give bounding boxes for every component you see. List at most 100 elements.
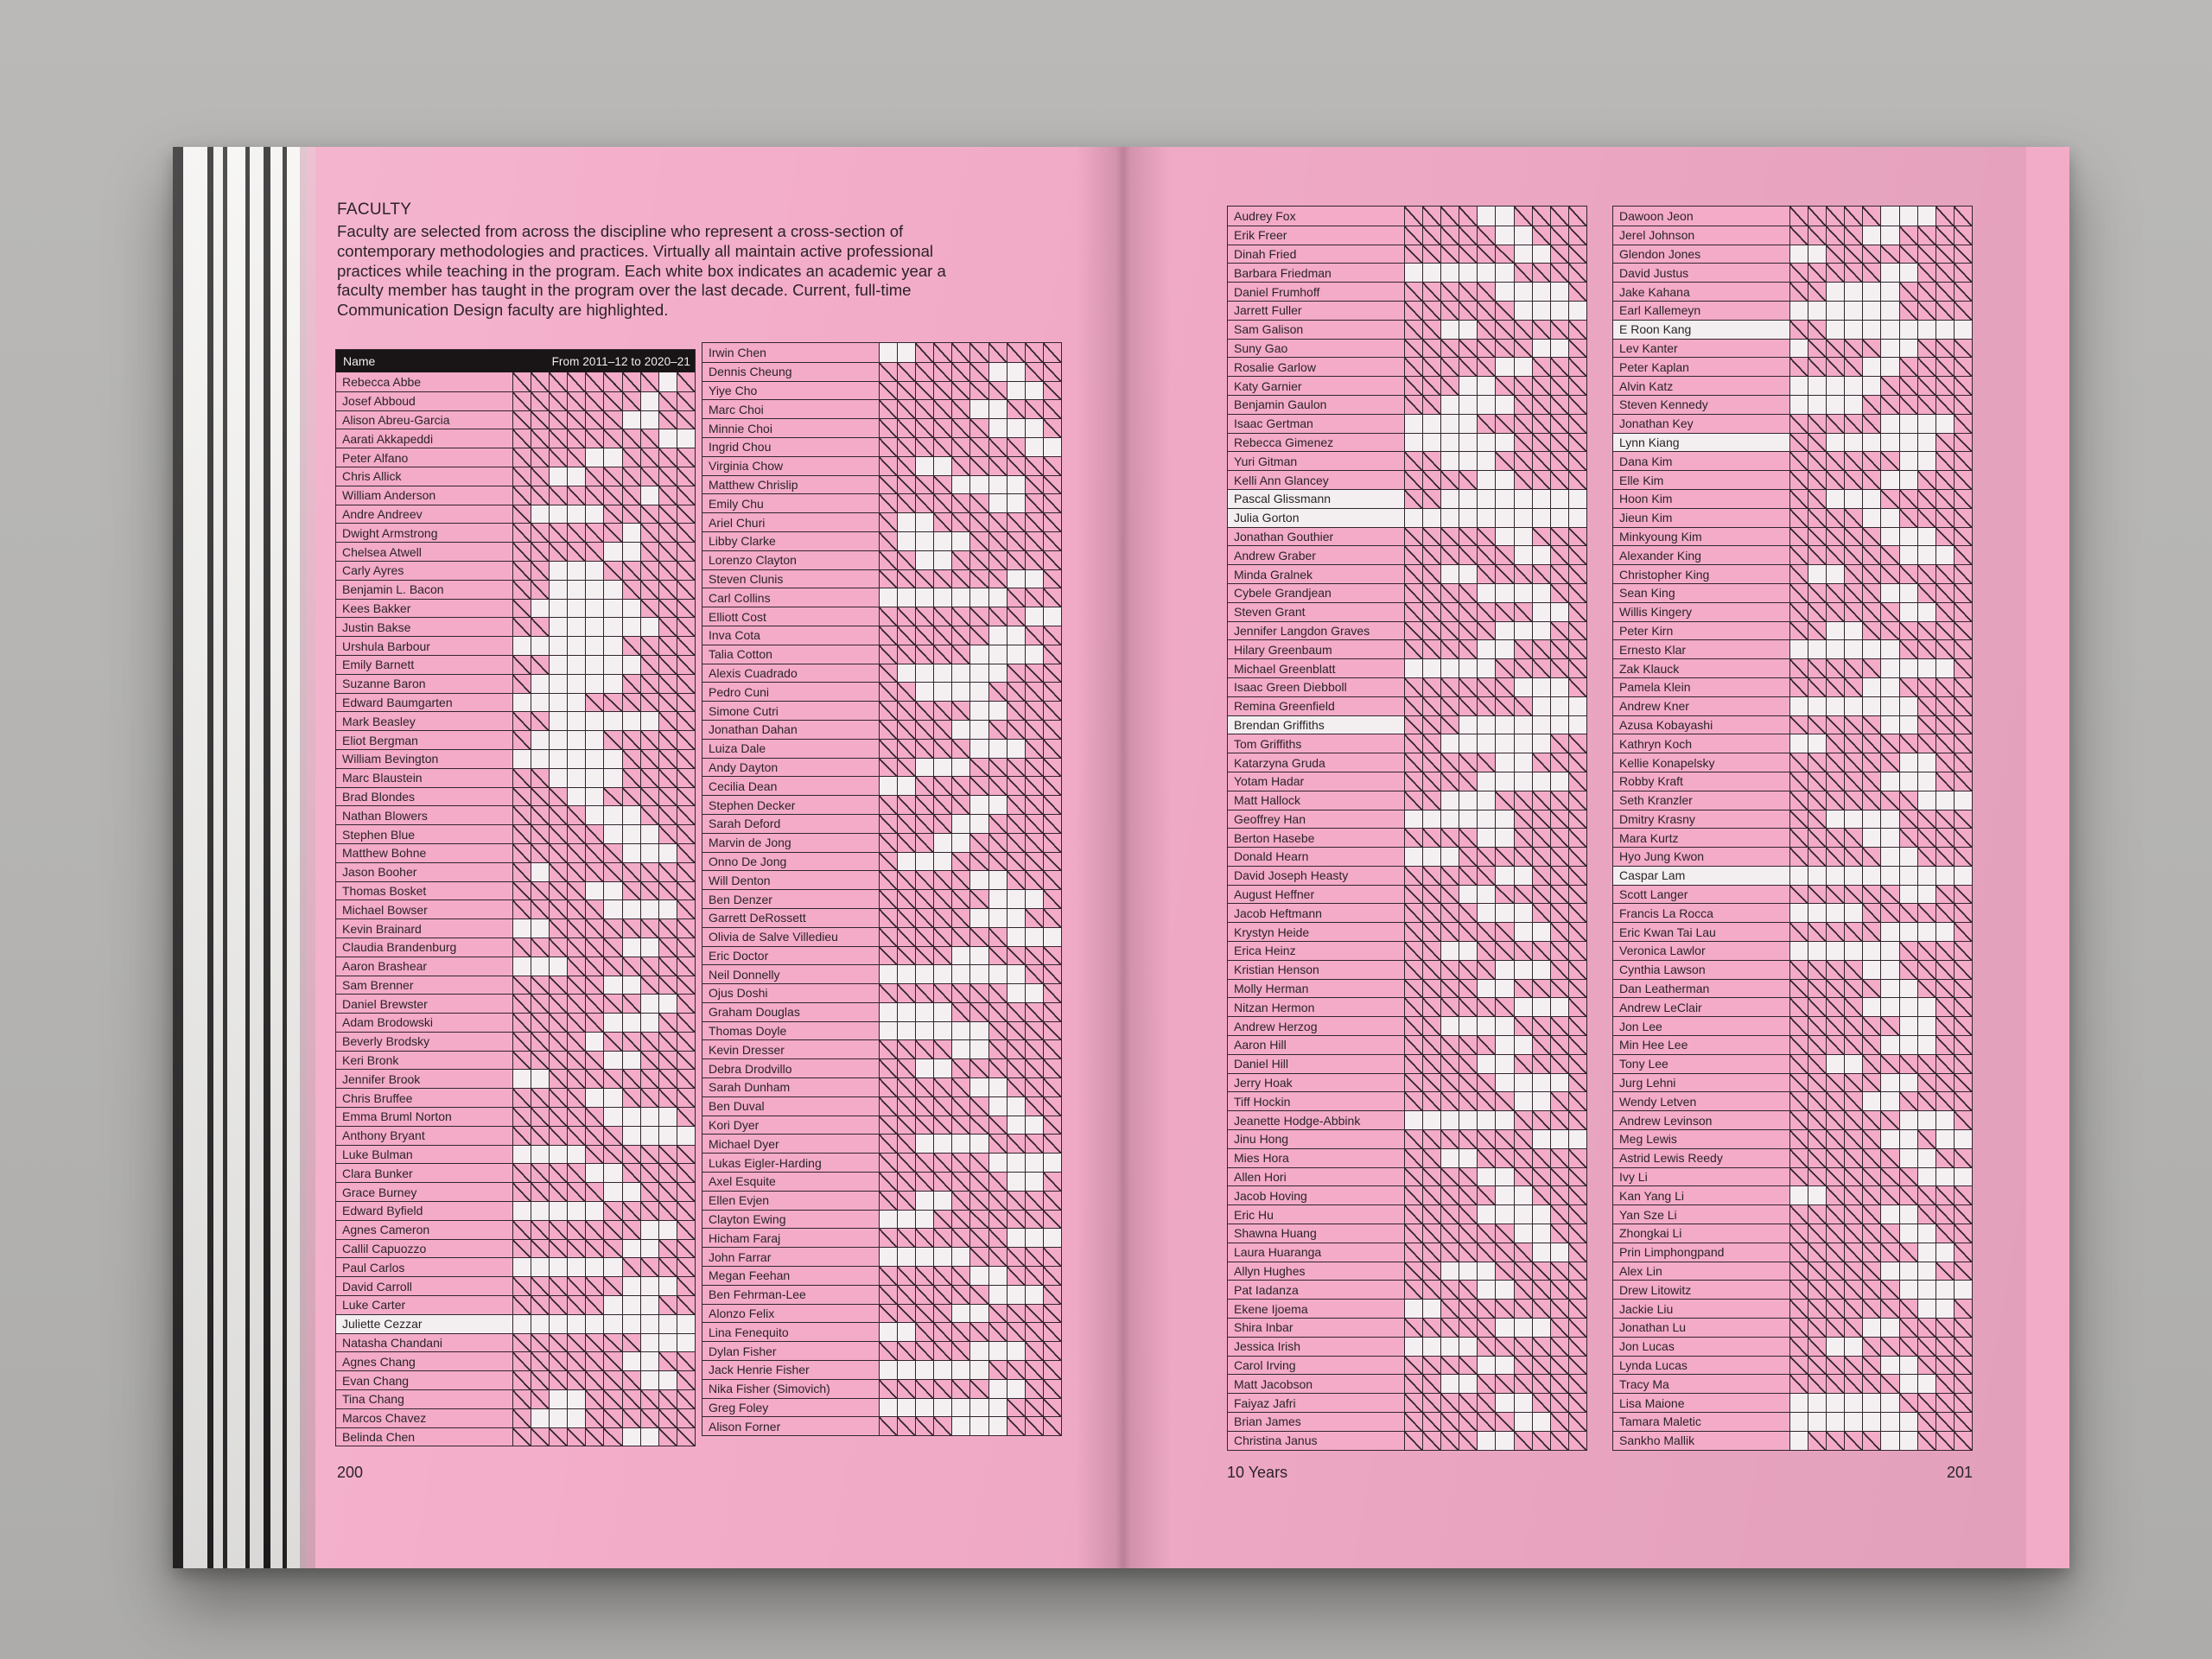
year-not-taught-cell xyxy=(1789,583,1808,602)
year-not-taught-cell xyxy=(1567,1092,1586,1111)
year-cells xyxy=(1789,358,1972,377)
year-not-taught-cell xyxy=(1953,602,1972,621)
year-not-taught-cell xyxy=(1006,1078,1025,1096)
year-not-taught-cell xyxy=(1862,1167,1881,1186)
year-not-taught-cell xyxy=(512,1408,531,1427)
year-taught-cell xyxy=(1862,433,1881,452)
year-taught-cell xyxy=(1826,696,1845,715)
year-taught-cell xyxy=(988,871,1007,890)
year-cells xyxy=(1404,829,1586,848)
year-not-taught-cell xyxy=(1808,1319,1827,1337)
faculty-row: Emma Bruml Norton xyxy=(336,1107,695,1126)
faculty-name: Christopher King xyxy=(1619,567,1710,582)
year-taught-cell xyxy=(1513,1092,1532,1111)
year-taught-cell xyxy=(969,683,988,702)
year-not-taught-cell xyxy=(1935,960,1954,979)
year-taught-cell xyxy=(639,486,658,505)
year-taught-cell xyxy=(1477,791,1496,810)
year-not-taught-cell xyxy=(933,871,952,890)
faculty-name: Drew Litowitz xyxy=(1619,1282,1692,1297)
year-not-taught-cell xyxy=(1042,1002,1061,1021)
year-not-taught-cell xyxy=(951,362,970,381)
year-not-taught-cell xyxy=(1006,550,1025,569)
year-not-taught-cell xyxy=(512,938,531,957)
year-taught-cell xyxy=(621,938,640,957)
year-not-taught-cell xyxy=(1898,904,1917,923)
year-not-taught-cell xyxy=(915,1417,934,1436)
year-cells xyxy=(1404,358,1586,377)
year-not-taught-cell xyxy=(1549,1262,1568,1281)
year-not-taught-cell xyxy=(879,758,898,777)
faculty-row: Grace Burney xyxy=(336,1182,695,1202)
year-not-taught-cell xyxy=(1789,1036,1808,1054)
year-not-taught-cell xyxy=(933,890,952,908)
year-not-taught-cell xyxy=(1844,1205,1863,1224)
year-taught-cell xyxy=(1880,1431,1899,1450)
page-number-left: 200 xyxy=(337,1464,364,1481)
year-not-taught-cell xyxy=(621,1408,640,1427)
year-taught-cell xyxy=(897,588,916,607)
year-taught-cell xyxy=(549,1314,568,1333)
year-not-taught-cell xyxy=(585,1070,604,1089)
year-not-taught-cell xyxy=(1567,602,1586,621)
year-cells xyxy=(1789,583,1972,602)
year-not-taught-cell xyxy=(879,362,898,381)
faculty-name: Cynthia Lawson xyxy=(1619,963,1706,977)
faculty-name: Kevin Dresser xyxy=(709,1042,785,1057)
year-taught-cell xyxy=(897,1210,916,1229)
year-cells xyxy=(1789,1167,1972,1186)
year-not-taught-cell xyxy=(1826,1319,1845,1337)
year-taught-cell xyxy=(1422,848,1441,866)
faculty-row: Libby Clarke xyxy=(702,531,1061,550)
year-taught-cell xyxy=(531,749,550,768)
year-not-taught-cell xyxy=(969,456,988,475)
year-not-taught-cell xyxy=(1495,923,1514,942)
year-not-taught-cell xyxy=(1477,1243,1496,1262)
year-not-taught-cell xyxy=(1935,848,1954,866)
year-not-taught-cell xyxy=(1422,621,1441,640)
year-not-taught-cell xyxy=(1531,942,1550,960)
year-not-taught-cell xyxy=(567,1032,586,1051)
year-taught-cell xyxy=(1006,1342,1025,1361)
faculty-name: Luke Carter xyxy=(342,1298,406,1313)
year-taught-cell xyxy=(1006,890,1025,908)
year-not-taught-cell xyxy=(915,381,934,400)
year-not-taught-cell xyxy=(1789,1281,1808,1300)
year-taught-cell xyxy=(1898,1036,1917,1054)
faculty-name: Zhongkai Li xyxy=(1619,1226,1682,1241)
year-taught-cell xyxy=(969,720,988,739)
year-not-taught-cell xyxy=(1006,513,1025,531)
year-not-taught-cell xyxy=(1862,753,1881,772)
year-not-taught-cell xyxy=(1024,1342,1043,1361)
year-not-taught-cell xyxy=(1024,1417,1043,1436)
year-taught-cell xyxy=(1898,264,1917,283)
faculty-row: Andrew Levinson xyxy=(1613,1110,1972,1130)
faculty-row: Kristian Henson xyxy=(1228,959,1586,979)
year-cells xyxy=(512,900,695,919)
year-taught-cell xyxy=(915,550,934,569)
year-not-taught-cell xyxy=(549,1296,568,1314)
year-not-taught-cell xyxy=(1826,677,1845,696)
year-taught-cell xyxy=(585,448,604,467)
year-not-taught-cell xyxy=(1862,772,1881,791)
year-not-taught-cell xyxy=(933,513,952,531)
faculty-name: Lynn Kiang xyxy=(1613,433,1789,452)
year-taught-cell xyxy=(1404,848,1423,866)
year-not-taught-cell xyxy=(1459,1243,1478,1262)
year-not-taught-cell xyxy=(1440,753,1459,772)
year-taught-cell xyxy=(1513,301,1532,320)
year-taught-cell xyxy=(988,1342,1007,1361)
year-not-taught-cell xyxy=(1567,979,1586,998)
year-not-taught-cell xyxy=(1531,1394,1550,1412)
year-taught-cell xyxy=(531,731,550,749)
year-not-taught-cell xyxy=(1935,1205,1954,1224)
faculty-row: Justin Bakse xyxy=(336,617,695,637)
year-not-taught-cell xyxy=(1916,508,1936,527)
year-not-taught-cell xyxy=(585,1277,604,1296)
year-taught-cell xyxy=(1844,283,1863,301)
faculty-row: Jon Lucas xyxy=(1613,1336,1972,1356)
year-not-taught-cell xyxy=(1826,885,1845,904)
year-not-taught-cell xyxy=(988,814,1007,833)
faculty-name: Debra Drodvillo xyxy=(709,1061,792,1076)
year-cells xyxy=(512,693,695,712)
